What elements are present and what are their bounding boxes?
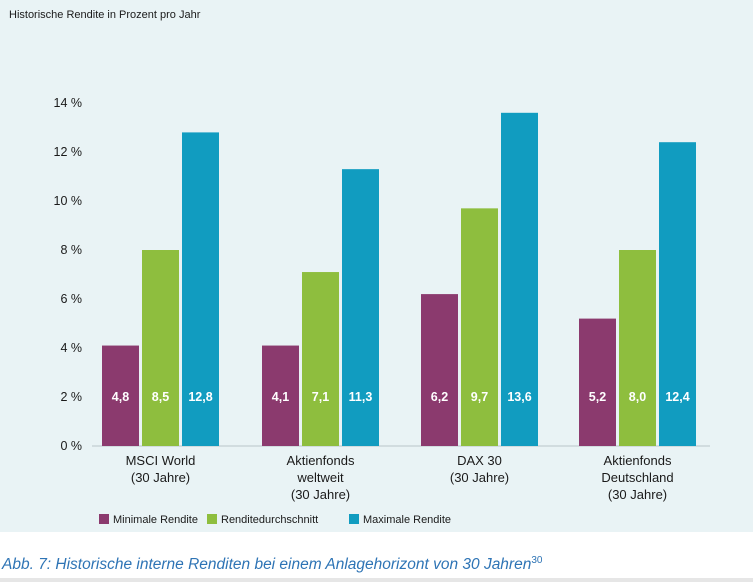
legend-label: Maximale Rendite <box>363 514 451 526</box>
bar <box>659 142 696 446</box>
bar <box>619 250 656 446</box>
figure-caption: Abb. 7: Historische interne Renditen bei… <box>2 555 542 574</box>
bar-value-label: 9,7 <box>471 390 488 404</box>
category-label: (30 Jahre) <box>608 487 667 502</box>
y-tick-label: 4 % <box>60 341 82 355</box>
y-tick-label: 10 % <box>54 194 83 208</box>
legend: Minimale Rendite Renditedurchschnitt Maxim… <box>99 514 451 526</box>
bar <box>342 169 379 446</box>
bottom-divider <box>0 578 753 582</box>
bar <box>302 272 339 446</box>
bar-chart: 0 %2 %4 %6 %8 %10 %12 %14 % 4,8 8,5 12,8 4,… <box>54 96 710 526</box>
category-label: weltweit <box>296 470 344 485</box>
y-tick-label: 14 % <box>54 96 83 110</box>
y-tick-label: 6 % <box>60 292 82 306</box>
category-label: Aktienfonds <box>604 453 672 468</box>
legend-label: Renditedurchschnitt <box>221 514 318 526</box>
category-labels: MSCI World (30 Jahre) Aktienfonds weltweit (… <box>126 453 674 502</box>
bar-value-label: 13,6 <box>507 390 531 404</box>
bar <box>102 345 139 446</box>
bar <box>579 318 616 446</box>
category-label: Aktienfonds <box>287 453 355 468</box>
caption-footnote: 30 <box>531 555 543 566</box>
value-labels: 4,8 8,5 12,8 4,1 7,1 11,3 6,2 9,7 13,6 5,2 8,0 12,4 <box>112 390 690 404</box>
legend-swatch <box>99 514 109 524</box>
bar <box>182 132 219 446</box>
category-label: MSCI World <box>126 453 196 468</box>
bar <box>461 208 498 446</box>
bar <box>421 294 458 446</box>
bar-value-label: 8,5 <box>152 390 169 404</box>
legend-swatch <box>207 514 217 524</box>
chart-title: Historische Rendite in Prozent pro Jahr <box>9 9 201 21</box>
bar <box>501 112 538 447</box>
y-tick-label: 8 % <box>60 243 82 257</box>
category-label: DAX 30 <box>457 453 502 468</box>
bar-value-label: 4,8 <box>112 390 129 404</box>
y-tick-label: 12 % <box>54 145 83 159</box>
bar-value-label: 6,2 <box>431 390 448 404</box>
category-label: (30 Jahre) <box>131 470 190 485</box>
y-tick-label: 0 % <box>60 439 82 453</box>
bar-value-label: 4,1 <box>272 390 289 404</box>
bar-value-label: 5,2 <box>589 390 606 404</box>
caption-text: Abb. 7: Historische interne Renditen bei… <box>2 556 532 574</box>
bar-value-label: 11,3 <box>349 390 373 404</box>
bar <box>142 250 179 446</box>
bar-value-label: 12,4 <box>665 390 689 404</box>
category-label: Deutschland <box>601 470 673 485</box>
bar-value-label: 7,1 <box>312 390 329 404</box>
category-label: (30 Jahre) <box>450 470 509 485</box>
bar-value-label: 8,0 <box>629 390 646 404</box>
bar-value-label: 12,8 <box>188 390 212 404</box>
bar <box>262 345 299 446</box>
y-tick-label: 2 % <box>60 390 82 404</box>
category-label: (30 Jahre) <box>291 487 350 502</box>
legend-swatch <box>349 514 359 524</box>
legend-label: Minimale Rendite <box>113 514 198 526</box>
bars <box>102 112 696 447</box>
